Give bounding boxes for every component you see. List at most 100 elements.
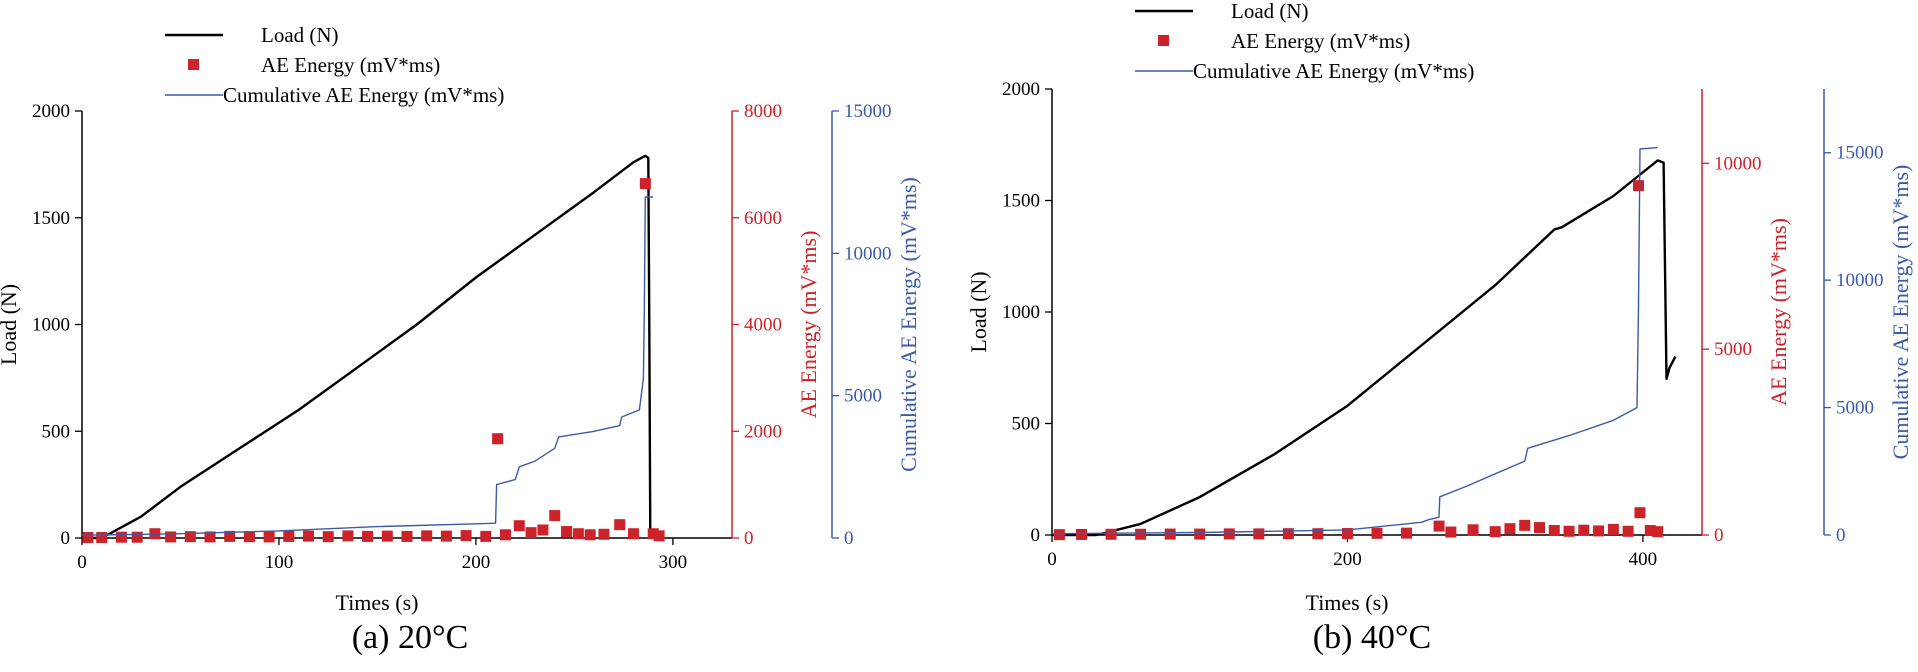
ae-energy-point: [1467, 524, 1479, 536]
panel-caption: (b) 40°C: [1313, 619, 1431, 656]
ae-energy-point: [303, 530, 315, 542]
y2-axis-label: AE Energy (mV*ms): [796, 231, 821, 419]
ae-energy-point: [1504, 523, 1516, 535]
ae-energy-point: [1433, 520, 1445, 532]
ae-energy-point: [401, 530, 413, 542]
y-tick-label: 2000: [32, 101, 70, 122]
y2-axis-label: AE Energy (mV*ms): [1766, 218, 1791, 406]
y3-tick-label: 15000: [844, 101, 892, 122]
ae-energy-point: [165, 531, 177, 543]
ae-energy-point: [1076, 528, 1088, 540]
x-axis-label: Times (s): [336, 590, 419, 615]
ae-energy-point: [184, 531, 196, 543]
legend-label-cumulative: Cumulative AE Energy (mV*ms): [1193, 59, 1474, 83]
cumulative-ae-series-line: [81, 196, 654, 536]
ae-energy-point: [572, 528, 584, 540]
ae-energy-point: [1519, 519, 1531, 531]
legend-swatch-energy: [1158, 35, 1169, 46]
ae-energy-point: [1253, 528, 1265, 540]
x-tick-label: 200: [462, 552, 491, 573]
legend-label-energy: AE Energy (mV*ms): [1231, 29, 1410, 53]
ae-energy-point: [537, 524, 549, 536]
ae-energy-point: [1194, 528, 1206, 540]
x-tick-label: 100: [265, 552, 294, 573]
y-axis-label: Load (N): [966, 271, 991, 352]
ae-energy-point: [362, 530, 374, 542]
y3-tick-label: 10000: [1836, 270, 1884, 291]
y3-tick-label: 5000: [1836, 398, 1874, 419]
ae-energy-point: [283, 530, 295, 542]
ae-energy-point: [224, 530, 236, 542]
y2-tick-label: 2000: [744, 421, 782, 442]
ae-energy-point: [1223, 528, 1235, 540]
plot-area: [1051, 146, 1677, 541]
ae-energy-point: [243, 531, 255, 543]
y-tick-label: 500: [42, 421, 71, 442]
ae-energy-point: [1053, 529, 1065, 541]
y-tick-label: 1500: [32, 208, 70, 229]
y-axis-label: Load (N): [0, 284, 21, 365]
y3-tick-label: 5000: [844, 386, 882, 407]
ae-energy-point: [1632, 180, 1644, 192]
ae-energy-point: [204, 531, 216, 543]
ae-energy-point: [584, 529, 596, 541]
x-tick-label: 400: [1629, 549, 1658, 570]
ae-energy-point: [1622, 525, 1634, 537]
legend-label-load: Load (N): [1231, 0, 1309, 23]
ae-energy-point: [525, 527, 537, 539]
ae-energy-point: [1341, 528, 1353, 540]
ae-energy-point: [1593, 525, 1605, 537]
x-tick-label: 0: [1047, 549, 1057, 570]
ae-energy-point: [263, 531, 275, 543]
y-tick-label: 500: [1012, 414, 1041, 435]
ae-energy-point: [1312, 528, 1324, 540]
ae-energy-point: [1644, 525, 1656, 537]
y2-tick-label: 10000: [1714, 153, 1762, 174]
ae-energy-point: [421, 530, 433, 542]
ae-energy-point: [653, 530, 665, 542]
ae-energy-point: [598, 528, 610, 540]
legend-label-load: Load (N): [261, 23, 339, 47]
ae-energy-point: [381, 530, 393, 542]
ae-energy-series: [1053, 180, 1664, 541]
y-tick-label: 1000: [1002, 302, 1040, 323]
plot-area: [81, 154, 665, 543]
ae-energy-point: [1534, 522, 1545, 534]
ae-energy-point: [499, 529, 511, 541]
ae-energy-point: [561, 526, 573, 538]
ae-energy-point: [1401, 527, 1413, 539]
legend-swatch-energy: [188, 59, 199, 70]
y2-tick-label: 0: [1714, 525, 1724, 546]
cumulative-ae-series-line: [1051, 146, 1658, 535]
ae-energy-point: [1652, 526, 1664, 538]
y3-axis-label: Cumulative AE Energy (mV*ms): [1888, 165, 1913, 460]
ae-energy-point: [1135, 528, 1147, 540]
y3-tick-label: 0: [1836, 525, 1846, 546]
y2-tick-label: 8000: [744, 101, 782, 122]
ae-energy-point: [1489, 526, 1501, 538]
ae-energy-point: [513, 520, 525, 532]
y3-axis-label: Cumulative AE Energy (mV*ms): [896, 177, 921, 472]
y3-tick-label: 15000: [1836, 143, 1884, 164]
ae-energy-point: [115, 531, 127, 543]
ae-energy-point: [440, 530, 452, 542]
ae-energy-point: [82, 531, 94, 543]
ae-energy-point: [342, 530, 354, 542]
axes: 0 100 200 300 0 500 1000 1500 2000 0 2000 4000 6000 8…: [32, 101, 892, 573]
ae-energy-point: [614, 519, 626, 531]
ae-energy-point: [628, 528, 640, 540]
y2-tick-label: 0: [744, 528, 754, 549]
ae-energy-point: [549, 510, 561, 522]
ae-energy-point: [1282, 528, 1294, 540]
y2-tick-label: 4000: [744, 315, 782, 336]
legend: Load (N) AE Energy (mV*ms) Cumulative AE E…: [1135, 0, 1474, 83]
ae-energy-point: [1548, 525, 1560, 537]
panel-caption: (a) 20°C: [352, 619, 469, 656]
y-tick-label: 1000: [32, 315, 70, 336]
ae-energy-point: [131, 531, 143, 543]
ae-energy-point: [1607, 523, 1619, 535]
y-tick-label: 1500: [1002, 191, 1040, 212]
y3-tick-label: 0: [844, 528, 854, 549]
load-series-line: [1052, 159, 1677, 537]
